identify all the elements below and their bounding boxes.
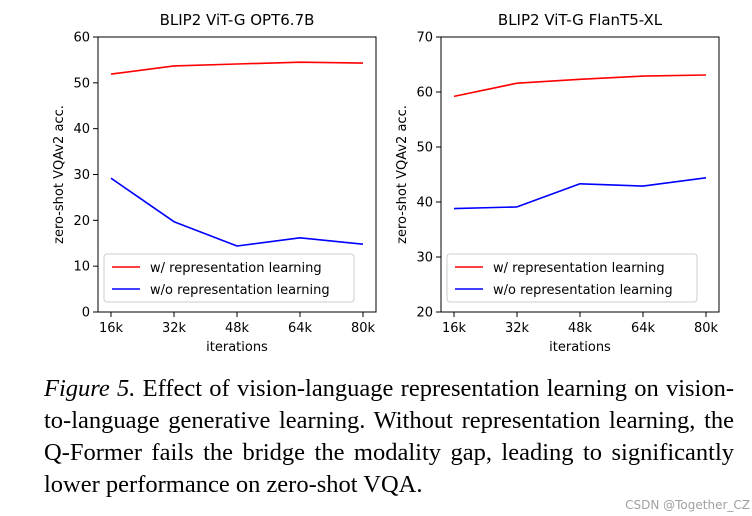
caption-label: Figure 5. bbox=[44, 375, 136, 402]
figure: BLIP2 ViT-G OPT6.7B 0 10 20 30 40 50 60 16k 32k 48… bbox=[52, 11, 720, 355]
y-tick-label: 60 bbox=[416, 86, 433, 101]
chart-title: BLIP2 ViT-G FlanT5-XL bbox=[498, 11, 663, 29]
series-line-without-rep bbox=[453, 177, 707, 210]
x-tick-label: 64k bbox=[288, 321, 313, 336]
x-tick-label: 80k bbox=[694, 321, 719, 336]
series-line-with-rep bbox=[110, 61, 364, 75]
caption-text: Effect of vision-language representation… bbox=[44, 375, 735, 498]
plot-frame bbox=[97, 36, 377, 313]
y-tick-label: 30 bbox=[416, 251, 433, 266]
x-tick-label: 80k bbox=[351, 321, 376, 336]
x-tick-label: 16k bbox=[99, 321, 124, 336]
legend-box bbox=[446, 253, 698, 303]
y-tick-label: 10 bbox=[73, 260, 90, 275]
watermark: CSDN @Together_CZ bbox=[625, 498, 750, 512]
chart-title: BLIP2 ViT-G OPT6.7B bbox=[160, 11, 315, 29]
y-tick-label: 0 bbox=[82, 306, 90, 321]
y-axis-label: zero-shot VQAv2 acc. bbox=[52, 105, 67, 244]
y-tick-label: 40 bbox=[73, 122, 90, 137]
x-axis-label: iterations bbox=[206, 340, 268, 355]
x-tick-label: 48k bbox=[568, 321, 593, 336]
chart-opt67b: BLIP2 ViT-G OPT6.7B 0 10 20 30 40 50 60 16k 32k 48… bbox=[52, 11, 377, 355]
x-axis-label: iterations bbox=[549, 340, 611, 355]
legend-label: w/ representation learning bbox=[150, 261, 322, 276]
x-tick-label: 64k bbox=[631, 321, 656, 336]
plot-frame bbox=[440, 36, 720, 313]
y-axis-label: zero-shot VQAv2 acc. bbox=[395, 105, 410, 244]
legend-label: w/o representation learning bbox=[493, 283, 673, 298]
y-tick-label: 20 bbox=[416, 306, 433, 321]
x-tick-label: 16k bbox=[442, 321, 467, 336]
y-tick-label: 50 bbox=[73, 76, 90, 91]
y-tick-label: 60 bbox=[73, 31, 90, 46]
y-tick-label: 50 bbox=[416, 141, 433, 156]
y-tick-label: 30 bbox=[73, 168, 90, 183]
legend-label: w/ representation learning bbox=[493, 261, 665, 276]
chart-flant5xl: BLIP2 ViT-G FlanT5-XL 20 30 40 50 60 70 16k 32k 4… bbox=[395, 11, 720, 355]
figure-caption: Figure 5. Effect of vision-language repr… bbox=[44, 373, 734, 501]
y-tick-label: 40 bbox=[416, 196, 433, 211]
series-line-without-rep bbox=[110, 177, 364, 247]
y-tick-label: 70 bbox=[416, 31, 433, 46]
x-tick-label: 32k bbox=[505, 321, 530, 336]
series-line-with-rep bbox=[453, 74, 707, 98]
legend-label: w/o representation learning bbox=[150, 283, 330, 298]
legend-box bbox=[103, 253, 355, 303]
x-tick-label: 48k bbox=[225, 321, 250, 336]
x-tick-label: 32k bbox=[162, 321, 187, 336]
y-tick-label: 20 bbox=[73, 214, 90, 229]
